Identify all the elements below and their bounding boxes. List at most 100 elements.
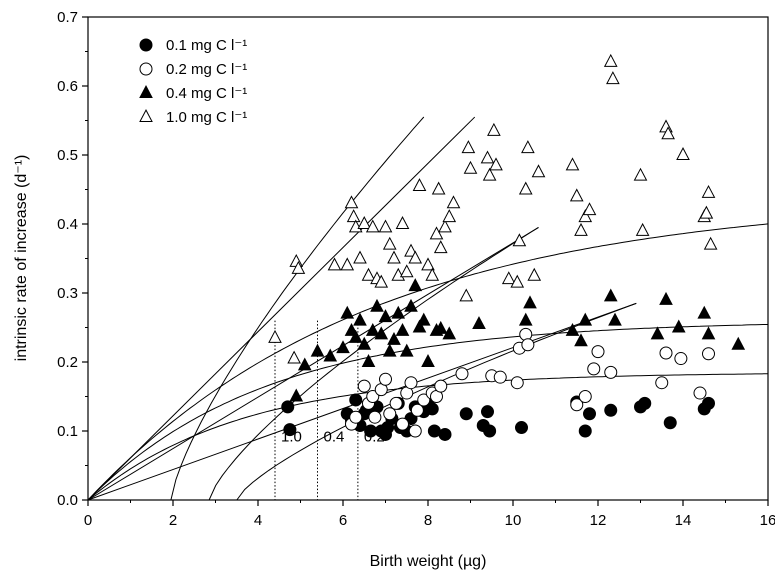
data-point bbox=[574, 333, 588, 347]
data-point bbox=[357, 379, 371, 393]
data-point bbox=[431, 181, 446, 195]
data-point bbox=[489, 157, 503, 171]
legend-marker bbox=[139, 109, 153, 122]
data-point bbox=[501, 271, 516, 285]
data-point bbox=[661, 126, 675, 140]
series-3 bbox=[289, 278, 746, 402]
data-point bbox=[425, 402, 439, 416]
asymptotic-fit-curve bbox=[87, 373, 768, 501]
data-point bbox=[659, 346, 673, 360]
data-point bbox=[374, 274, 389, 288]
data-point bbox=[281, 400, 295, 414]
legend-marker bbox=[139, 85, 153, 98]
data-point bbox=[702, 347, 715, 361]
linear-fit-line bbox=[87, 227, 539, 501]
data-point bbox=[378, 309, 393, 323]
data-point bbox=[634, 400, 647, 414]
data-point bbox=[370, 298, 384, 312]
data-point bbox=[382, 236, 397, 250]
x-tick-label: 14 bbox=[675, 512, 692, 529]
data-point bbox=[459, 407, 473, 421]
asymptotic-fit-curve bbox=[87, 324, 768, 501]
data-point bbox=[463, 160, 478, 174]
data-point bbox=[521, 338, 535, 352]
data-point bbox=[287, 350, 301, 364]
data-point bbox=[438, 219, 452, 233]
legend-label: 0.4 mg C l⁻¹ bbox=[166, 85, 247, 102]
data-point bbox=[433, 240, 448, 254]
data-point bbox=[459, 288, 474, 302]
data-point bbox=[349, 410, 363, 424]
data-point bbox=[297, 357, 312, 371]
data-point bbox=[416, 312, 431, 326]
y-tick-label: 0.1 bbox=[57, 423, 78, 440]
data-point bbox=[633, 167, 648, 181]
data-point bbox=[389, 396, 403, 410]
data-point bbox=[699, 205, 714, 219]
data-point bbox=[349, 393, 363, 407]
x-tick-label: 6 bbox=[339, 512, 347, 529]
axes: 0 2 4 6 8 10 12 14 16 0.0 0.1 0.2 0.3 0.4 0.5 0.6 0.7 bbox=[57, 9, 775, 529]
data-point bbox=[565, 157, 580, 171]
y-tick-label: 0.7 bbox=[57, 9, 78, 26]
data-point bbox=[365, 219, 380, 233]
data-point bbox=[348, 219, 363, 233]
data-point bbox=[378, 219, 393, 233]
data-point bbox=[368, 410, 382, 424]
data-point bbox=[583, 407, 596, 421]
data-point bbox=[606, 71, 620, 85]
data-point bbox=[348, 329, 363, 343]
data-point bbox=[521, 140, 535, 154]
data-point bbox=[731, 336, 746, 350]
data-point bbox=[663, 416, 677, 430]
data-point bbox=[446, 195, 461, 209]
reference-line-label: 0.4 bbox=[324, 428, 345, 445]
series-1 bbox=[281, 393, 715, 441]
data-point bbox=[527, 267, 542, 281]
data-point bbox=[578, 312, 593, 326]
data-point bbox=[702, 396, 715, 410]
y-tick-label: 0.0 bbox=[57, 492, 78, 509]
data-point bbox=[412, 178, 427, 192]
data-point bbox=[310, 343, 325, 357]
data-point bbox=[336, 340, 350, 354]
data-point bbox=[578, 209, 593, 223]
data-point bbox=[472, 316, 486, 330]
data-point bbox=[417, 393, 431, 407]
y-tick-label: 0.3 bbox=[57, 285, 78, 302]
data-point bbox=[518, 312, 533, 326]
data-point bbox=[604, 365, 618, 379]
data-point bbox=[395, 322, 410, 336]
data-point bbox=[693, 386, 707, 400]
legend-label: 1.0 mg C l⁻¹ bbox=[166, 109, 247, 126]
asymptotic-fit-curve bbox=[87, 223, 769, 501]
y-tick-label: 0.4 bbox=[57, 216, 78, 233]
data-point bbox=[399, 264, 414, 278]
data-point bbox=[510, 274, 525, 288]
data-point bbox=[404, 298, 418, 312]
data-point bbox=[340, 257, 355, 271]
data-point bbox=[268, 329, 282, 343]
data-point bbox=[361, 267, 376, 281]
data-point bbox=[455, 367, 469, 381]
data-point bbox=[674, 352, 688, 366]
data-point bbox=[671, 319, 686, 333]
data-point bbox=[531, 164, 546, 178]
fit-curves bbox=[87, 116, 769, 501]
data-point bbox=[366, 390, 380, 403]
data-point bbox=[493, 370, 507, 384]
data-point bbox=[578, 390, 592, 403]
data-point bbox=[340, 305, 355, 319]
data-point bbox=[604, 403, 618, 417]
data-point bbox=[429, 226, 444, 240]
data-point bbox=[483, 424, 497, 438]
data-point bbox=[570, 398, 584, 412]
data-point bbox=[396, 417, 409, 431]
data-point bbox=[408, 250, 423, 264]
data-point bbox=[433, 320, 448, 334]
data-point bbox=[395, 216, 410, 229]
data-point bbox=[291, 260, 306, 274]
data-point bbox=[346, 209, 361, 223]
data-point bbox=[480, 150, 495, 164]
data-point bbox=[383, 407, 397, 421]
